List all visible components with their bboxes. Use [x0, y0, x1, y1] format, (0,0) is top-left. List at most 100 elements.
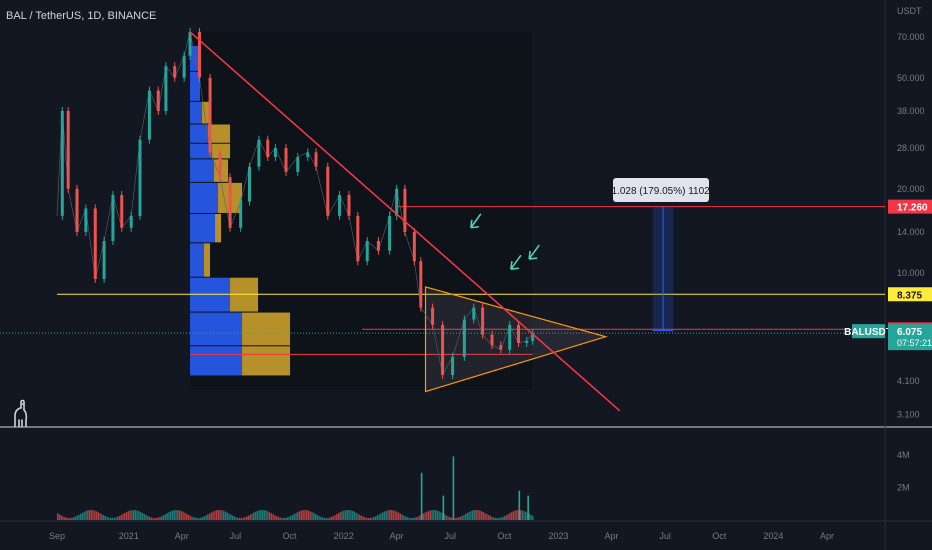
volume-bar	[272, 514, 274, 520]
volume-bar	[155, 517, 158, 520]
candle-body	[338, 194, 342, 216]
volume-bar	[392, 510, 394, 520]
volume-bar	[371, 517, 373, 520]
volume-bar	[57, 513, 59, 520]
volume-profile-bar-b	[242, 346, 291, 376]
volume-bar	[140, 511, 142, 520]
volume-bar	[166, 513, 168, 520]
y-tick-label: 10.000	[897, 268, 925, 278]
volume-bar	[260, 510, 262, 520]
chart-title: BAL / TetherUS, 1D, BINANCE	[6, 10, 157, 22]
volume-bar	[519, 510, 522, 520]
volume-bar	[311, 511, 313, 520]
x-tick-label: Oct	[712, 531, 727, 541]
volume-bar	[203, 516, 205, 520]
volume-profile-bar-b	[204, 243, 211, 277]
x-tick-label: Apr	[820, 531, 834, 541]
volume-bar	[237, 517, 239, 520]
volume-bar	[69, 517, 71, 520]
volume-bar	[87, 510, 89, 520]
volume-spike	[420, 472, 423, 520]
volume-bar	[148, 516, 151, 520]
volume-bar	[502, 516, 504, 520]
candle-body	[188, 31, 192, 56]
volume-bar	[355, 512, 357, 520]
volume-bar	[302, 510, 304, 520]
volume-bar	[516, 510, 518, 520]
x-tick-label: Oct	[283, 531, 298, 541]
last-price-tag-bg	[888, 324, 932, 351]
volume-bar	[307, 510, 310, 520]
volume-bar	[404, 516, 407, 520]
volume-bar	[480, 511, 483, 520]
volume-profile-bar-b	[212, 143, 231, 159]
measure-label: 11.028 (179.05%) 11028	[607, 186, 716, 197]
volume-bar	[457, 517, 460, 520]
volume-bar	[102, 515, 105, 520]
volume-bar	[265, 510, 267, 520]
candle-body	[129, 215, 133, 228]
x-tick-label: Apr	[605, 531, 619, 541]
volume-bar	[394, 510, 396, 520]
volume-profile-bar-b	[208, 124, 231, 143]
volume-bar	[369, 517, 371, 520]
volume-bar	[383, 511, 386, 520]
annotation-arrow	[470, 213, 482, 229]
volume-bar	[274, 515, 276, 520]
candle-body	[326, 166, 330, 216]
volume-bar	[288, 516, 290, 520]
volume-bar	[473, 510, 476, 520]
volume-bar	[194, 517, 197, 520]
candle-body	[365, 240, 369, 262]
volume-bar	[454, 517, 456, 520]
candle-body	[156, 90, 160, 112]
candle-body	[266, 139, 270, 157]
volume-bar	[58, 514, 61, 520]
candle-body	[60, 111, 64, 216]
candle-body	[462, 319, 466, 357]
volume-bar	[346, 510, 349, 520]
volume-bar	[422, 513, 424, 520]
volume-bar	[290, 515, 292, 520]
volume-bar	[440, 512, 442, 520]
volume-bar	[161, 516, 163, 520]
volume-bar	[358, 514, 361, 520]
volume-bar	[256, 510, 258, 520]
volume-bar	[81, 512, 84, 520]
volume-bar	[109, 517, 112, 520]
volume-profile-bar-b	[242, 312, 291, 346]
volume-bar	[306, 510, 308, 520]
volume-bar	[332, 516, 334, 520]
volume-bar	[184, 512, 186, 520]
x-tick-label: Apr	[390, 531, 404, 541]
annotation-arrow	[528, 244, 540, 260]
volume-bar	[99, 513, 101, 520]
volume-bar	[173, 510, 175, 520]
volume-bar	[76, 515, 78, 520]
volume-bar	[159, 516, 161, 520]
volume-bar	[94, 510, 96, 520]
y-tick-label: 70.000	[897, 32, 925, 42]
volume-bar	[408, 517, 410, 520]
volume-bar	[97, 512, 100, 520]
volume-bar	[268, 512, 271, 520]
candle-body	[412, 232, 416, 262]
volume-bar	[449, 516, 451, 520]
candle-body	[218, 152, 222, 178]
volume-bar	[350, 510, 352, 520]
volume-bar	[74, 516, 77, 520]
volume-bar	[215, 510, 218, 520]
volume-bar	[523, 511, 525, 520]
volume-bar	[353, 511, 356, 520]
volume-bar	[429, 510, 432, 520]
tradingview-logo-icon[interactable]	[10, 398, 32, 433]
volume-bar	[224, 511, 227, 520]
candle-body	[138, 139, 142, 216]
volume-profile-bar-a	[190, 213, 216, 243]
volume-bar	[251, 513, 253, 520]
volume-bar	[381, 512, 384, 520]
volume-bar	[72, 517, 75, 520]
volume-bar	[117, 516, 119, 520]
volume-bar	[170, 511, 172, 520]
